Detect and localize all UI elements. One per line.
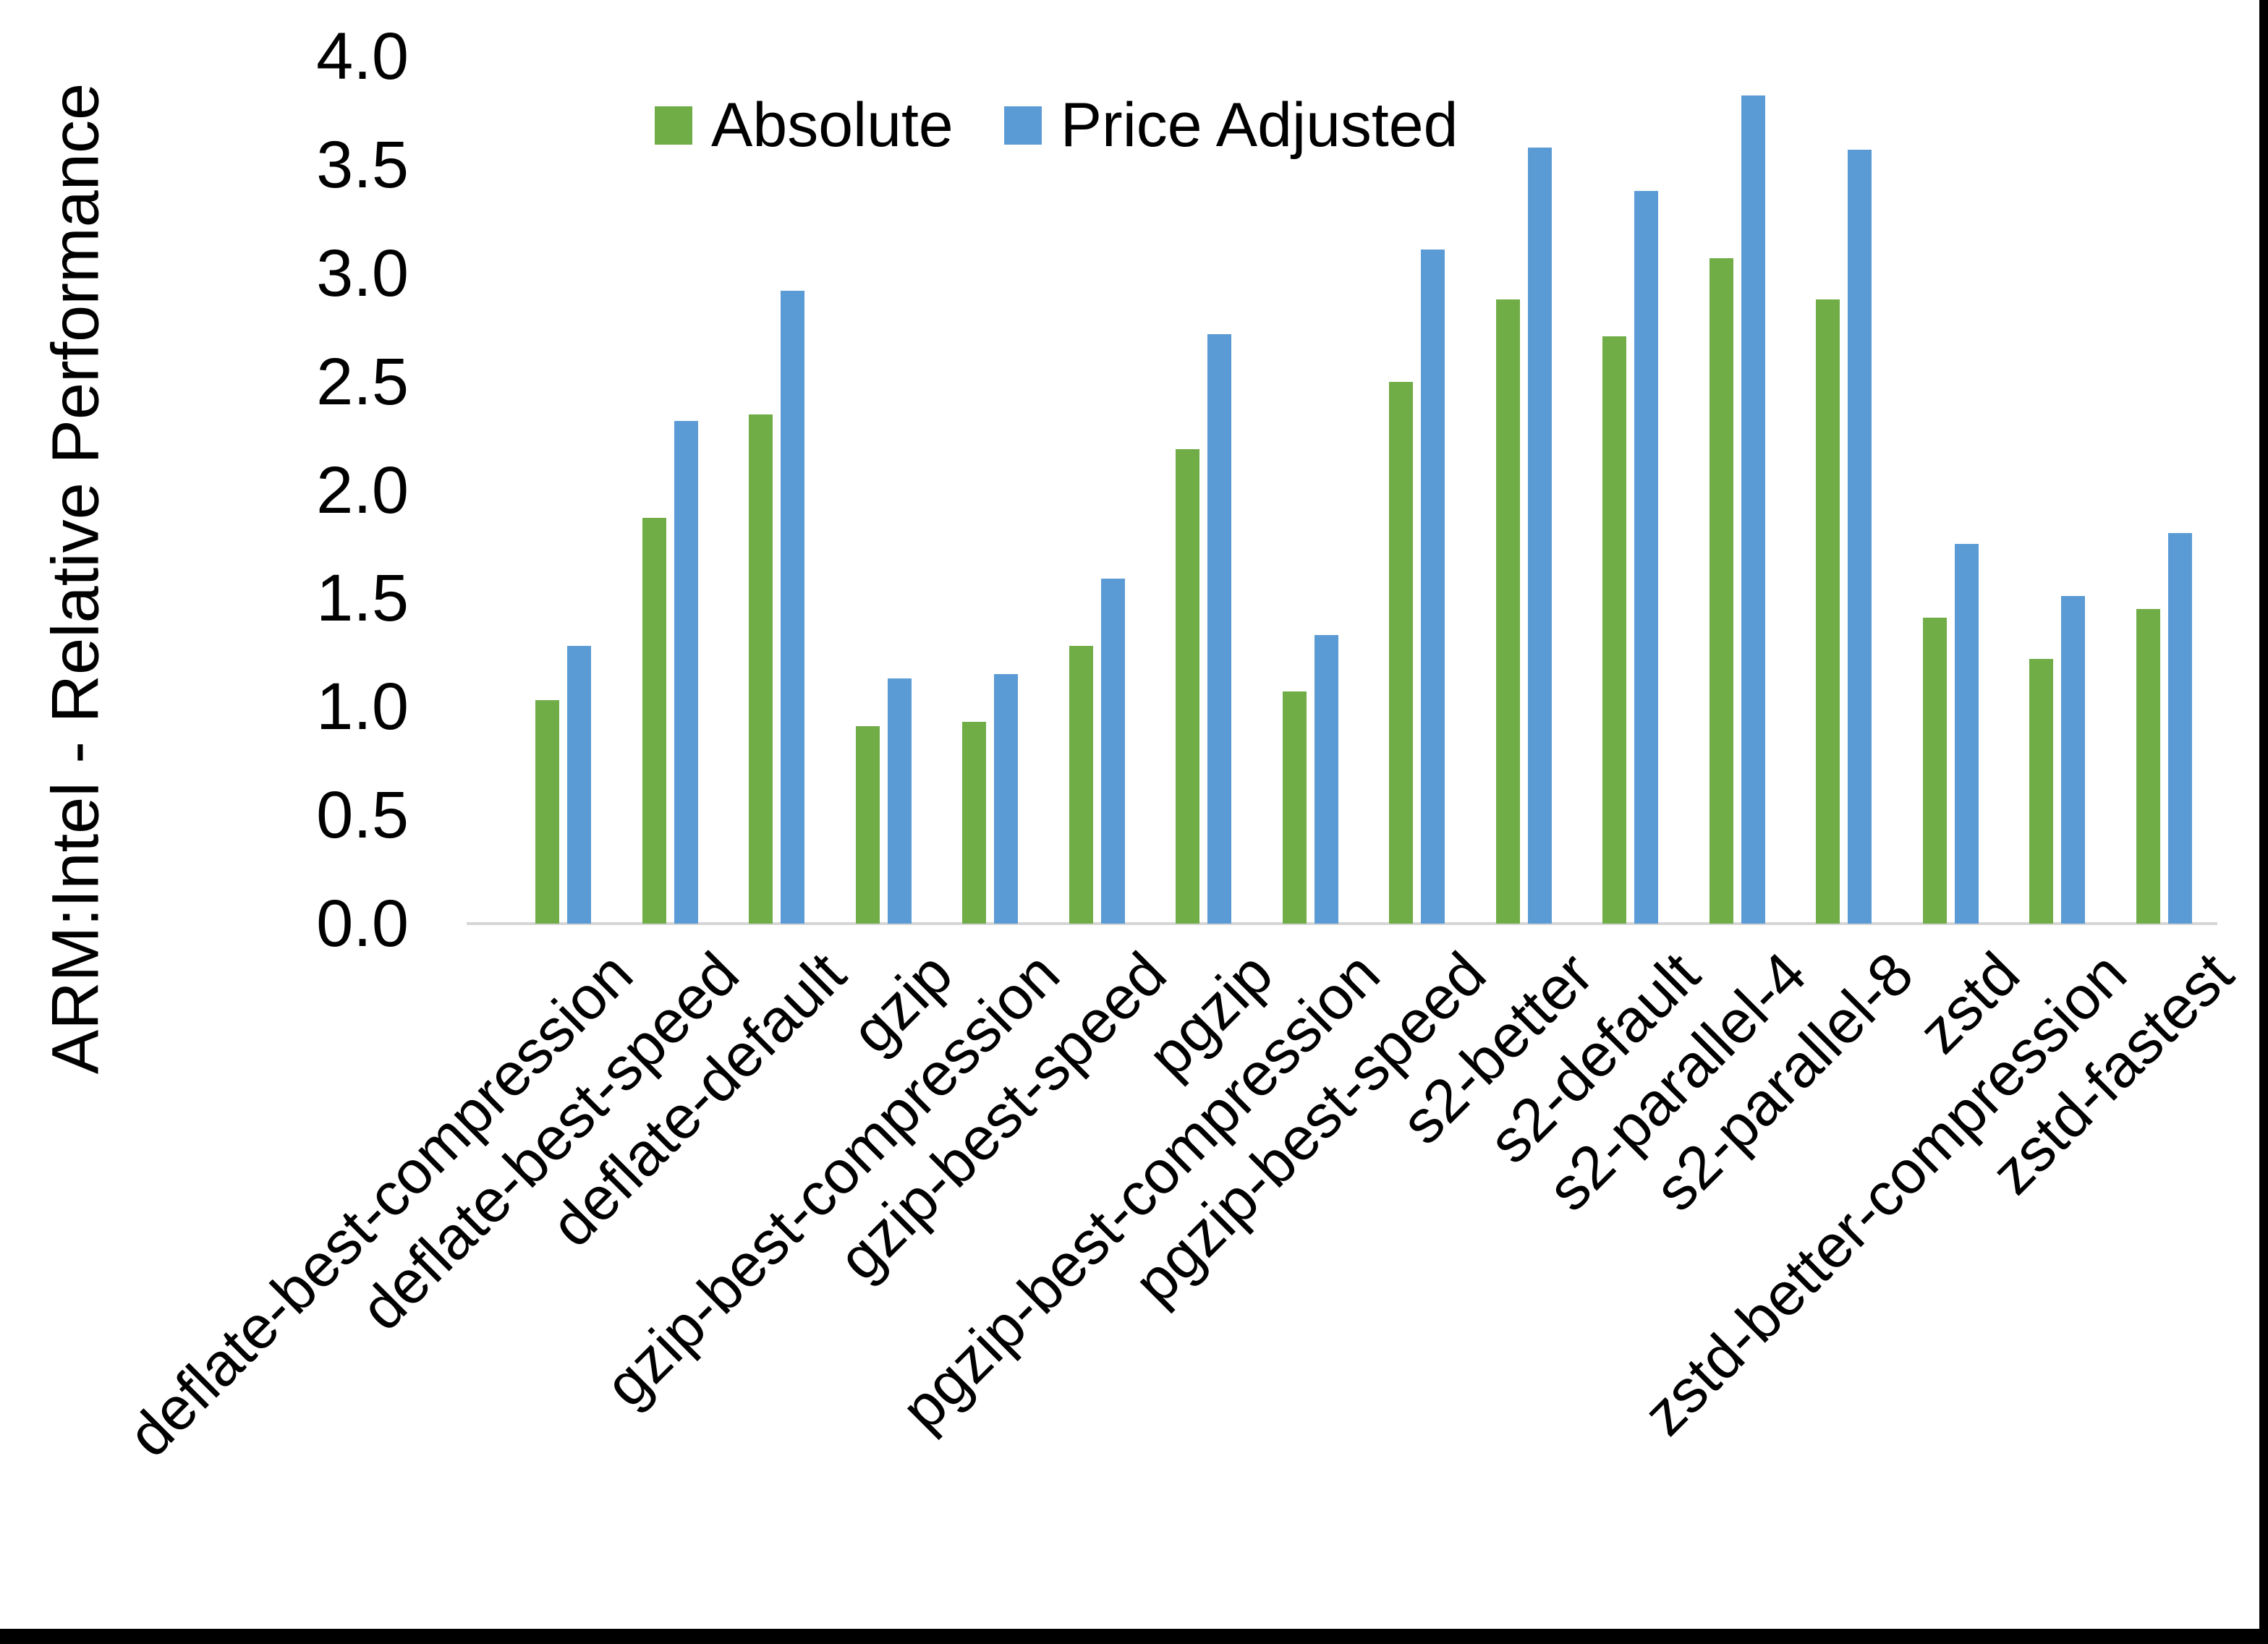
bar-group-s2-parallel-8 bbox=[1791, 56, 1898, 924]
bar-group-pgzip-best-speed bbox=[1364, 56, 1471, 924]
bar-absolute-gzip-best-compression bbox=[962, 722, 987, 924]
y-tick-label-1.0: 1.0 bbox=[316, 670, 409, 744]
bar-group-s2-default bbox=[1577, 56, 1684, 924]
bar-absolute-s2-default bbox=[1602, 336, 1627, 924]
bar-group-deflate-default bbox=[723, 56, 831, 924]
legend-swatch-price-adjusted bbox=[1003, 106, 1042, 145]
bar-group-gzip-best-compression bbox=[937, 56, 1044, 924]
bar-price-adjusted-zstd-better-compression bbox=[2061, 596, 2086, 924]
bar-absolute-s2-parallel-8 bbox=[1816, 299, 1840, 924]
bar-group-deflate-best-speed bbox=[617, 56, 724, 924]
bar-price-adjusted-s2-parallel-4 bbox=[1741, 95, 1765, 924]
bar-group-gzip bbox=[831, 56, 938, 924]
bar-group-zstd-fastest bbox=[2111, 56, 2218, 924]
bar-absolute-deflate-default bbox=[749, 414, 773, 924]
legend-item-absolute: Absolute bbox=[655, 94, 954, 156]
bars-row bbox=[510, 56, 2217, 924]
legend-swatch-absolute bbox=[655, 106, 692, 145]
bar-absolute-pgzip-best-compression bbox=[1282, 691, 1307, 924]
bar-group-pgzip bbox=[1150, 56, 1257, 924]
bar-group-deflate-best-compression bbox=[510, 56, 617, 924]
bar-absolute-gzip-best-speed bbox=[1069, 646, 1093, 924]
y-tick-label-0.5: 0.5 bbox=[316, 778, 409, 853]
bar-absolute-zstd-fastest bbox=[2136, 609, 2160, 924]
bar-group-s2-better bbox=[1471, 56, 1578, 924]
y-axis-title: ARM:Intel - Relative Performance bbox=[38, 82, 113, 1075]
legend-item-price-adjusted: Price Adjusted bbox=[1003, 90, 1458, 160]
y-tick-label-0.0: 0.0 bbox=[316, 887, 409, 961]
bar-price-adjusted-gzip bbox=[887, 678, 912, 924]
y-tick-label-3.0: 3.0 bbox=[316, 236, 409, 310]
bar-price-adjusted-gzip-best-compression bbox=[994, 674, 1019, 924]
bar-absolute-deflate-best-compression bbox=[535, 700, 560, 924]
y-tick-label-3.5: 3.5 bbox=[316, 127, 409, 202]
bar-price-adjusted-deflate-best-compression bbox=[567, 646, 592, 924]
legend-label-absolute: Absolute bbox=[711, 90, 954, 160]
bar-group-pgzip-best-compression bbox=[1257, 56, 1364, 924]
bar-group-gzip-best-speed bbox=[1044, 56, 1151, 924]
plot-area: 0.0 0.5 1.0 1.5 2.0 2.5 3.0 3.5 4.0 deflate-best… bbox=[114, 23, 2246, 1470]
bar-price-adjusted-zstd bbox=[1954, 544, 1979, 924]
bar-price-adjusted-deflate-default bbox=[781, 290, 805, 924]
legend: Absolute Price Adjusted bbox=[655, 94, 1458, 156]
bar-price-adjusted-gzip-best-speed bbox=[1100, 579, 1125, 924]
bar-price-adjusted-pgzip-best-speed bbox=[1421, 249, 1445, 924]
bar-price-adjusted-s2-default bbox=[1634, 190, 1659, 924]
bar-price-adjusted-zstd-fastest bbox=[2167, 533, 2192, 924]
x-axis-line bbox=[467, 922, 2217, 925]
bar-group-zstd-better-compression bbox=[2004, 56, 2111, 924]
bar-price-adjusted-pgzip-best-compression bbox=[1314, 635, 1338, 924]
bar-absolute-pgzip bbox=[1176, 448, 1200, 924]
bar-price-adjusted-pgzip bbox=[1207, 333, 1232, 924]
legend-label-price-adjusted: Price Adjusted bbox=[1060, 90, 1458, 160]
y-tick-label-2.5: 2.5 bbox=[316, 344, 409, 419]
bar-absolute-pgzip-best-speed bbox=[1389, 381, 1414, 924]
bar-price-adjusted-deflate-best-speed bbox=[674, 420, 698, 924]
y-tick-label-1.5: 1.5 bbox=[316, 561, 409, 636]
bar-absolute-deflate-best-speed bbox=[642, 518, 666, 924]
bar-price-adjusted-s2-parallel-8 bbox=[1848, 149, 1872, 924]
bar-absolute-zstd bbox=[1922, 618, 1947, 924]
bar-absolute-zstd-better-compression bbox=[2029, 659, 2054, 924]
bar-absolute-s2-parallel-4 bbox=[1709, 257, 1733, 924]
bar-price-adjusted-s2-better bbox=[1527, 147, 1552, 924]
y-tick-label-4.0: 4.0 bbox=[316, 20, 409, 93]
y-tick-label-2.0: 2.0 bbox=[316, 453, 409, 527]
bar-absolute-gzip bbox=[855, 726, 880, 924]
bar-group-s2-parallel-4 bbox=[1684, 56, 1791, 924]
bar-group-zstd bbox=[1898, 56, 2005, 924]
bar-absolute-s2-better bbox=[1495, 299, 1520, 924]
